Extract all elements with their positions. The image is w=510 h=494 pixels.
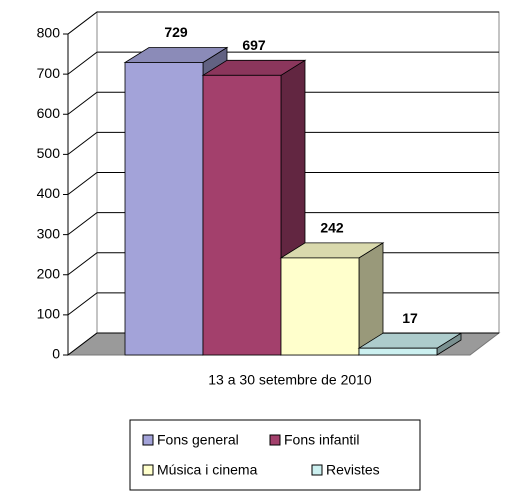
data-label: 17	[402, 310, 418, 326]
y-tick-label: 600	[37, 105, 61, 121]
grid-line	[67, 212, 499, 236]
grid-line	[67, 11, 499, 35]
legend-label: Música i cinema	[157, 462, 258, 478]
grid-line	[67, 51, 499, 75]
y-tick-label: 200	[37, 265, 61, 281]
y-tick-label: 100	[37, 306, 61, 322]
x-tick-label: 13 a 30 setembre de 2010	[208, 372, 372, 388]
legend-swatch	[269, 434, 281, 446]
data-label: 242	[320, 220, 344, 236]
bar-front	[358, 347, 438, 356]
legend-label: Fons general	[157, 432, 239, 448]
y-tick-label: 400	[37, 185, 61, 201]
y-tick-label: 300	[37, 225, 61, 241]
bar	[279, 242, 385, 356]
y-tick-label: 0	[52, 346, 60, 362]
y-tick-label: 800	[37, 25, 61, 41]
y-tick-label: 700	[37, 65, 61, 81]
legend-label: Fons infantil	[284, 432, 359, 448]
grid-line	[67, 131, 499, 155]
data-label: 729	[164, 24, 188, 40]
legend-swatch	[311, 464, 323, 476]
legend-swatch	[142, 464, 154, 476]
grid-line	[67, 172, 499, 195]
bar-front	[280, 257, 360, 356]
data-label: 697	[242, 37, 266, 53]
bar-front	[202, 74, 282, 356]
legend-box	[129, 419, 421, 491]
bar-front	[124, 62, 204, 356]
legend-label: Revistes	[326, 462, 380, 478]
y-tick-label: 500	[37, 145, 61, 161]
legend-swatch	[142, 434, 154, 446]
grid-line	[67, 91, 499, 115]
bar	[357, 332, 463, 356]
